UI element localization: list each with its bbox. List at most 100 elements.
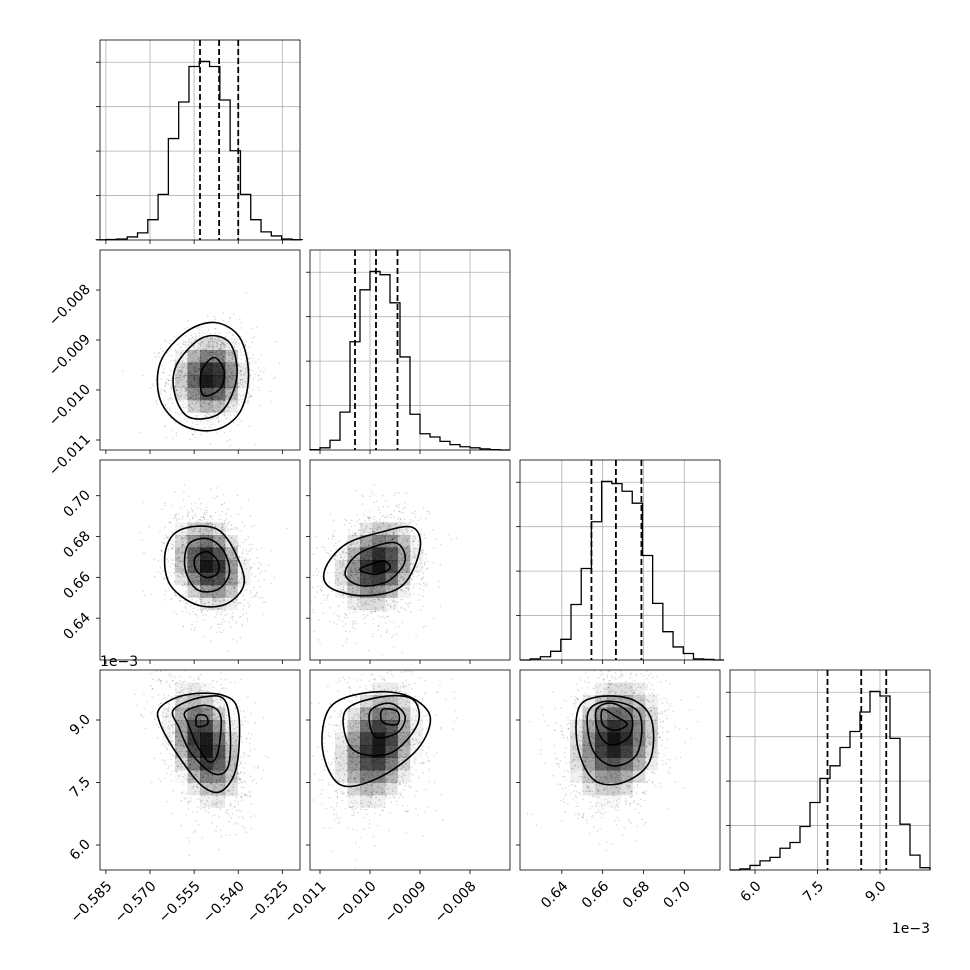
sample-point [169,369,172,371]
sample-point [185,590,187,592]
sample-point [239,370,241,372]
sample-point [348,587,351,590]
sample-point [226,776,229,778]
sample-point [166,537,169,539]
sample-point [181,379,184,381]
sample-point [411,556,414,559]
sample-point [398,492,400,494]
sample-point [406,540,409,542]
sample-point [185,535,188,537]
sample-point [425,517,427,520]
sample-point [208,604,210,607]
sample-point [218,349,221,352]
sample-point [359,542,362,545]
sample-point [312,611,315,613]
sample-point [216,336,219,339]
sample-point [205,349,207,351]
sample-point [252,588,255,590]
sample-point [388,545,390,548]
sample-point [192,517,195,520]
sample-point [386,531,389,534]
sample-point [240,366,242,368]
sample-point [183,582,186,584]
sample-point [407,587,409,589]
sample-point [230,392,232,394]
sample-point [200,585,202,588]
sample-point [373,542,375,545]
sample-point [393,646,395,648]
sample-point [231,374,234,376]
sample-point [375,500,378,502]
sample-point [417,544,419,546]
sample-point [225,678,227,681]
sample-point [350,568,352,570]
sample-point [231,352,233,354]
sample-point [426,567,429,569]
sample-point [225,371,228,373]
sample-point [229,558,231,560]
sample-point [195,521,198,523]
sample-point [198,708,201,711]
sample-point [212,587,215,590]
sample-point [319,588,322,591]
sample-point [148,526,150,528]
sample-point [180,352,182,355]
density-cell [237,560,251,573]
sample-point [236,402,238,405]
sample-point [234,361,236,363]
sample-point [420,578,423,581]
sample-point [164,424,166,427]
sample-point [183,376,186,379]
sample-point [388,588,390,591]
sample-point [227,385,229,387]
sample-point [200,342,203,344]
sample-point [415,524,418,526]
sample-point [217,400,220,403]
sample-point [195,769,198,772]
sample-point [413,575,415,578]
sample-point [389,544,391,546]
sample-point [237,364,240,367]
sample-point [166,558,168,560]
density-cell [187,535,201,548]
sample-point [225,605,228,607]
sample-point [196,420,198,422]
sample-point [383,590,385,592]
sample-point [233,539,235,541]
sample-point [180,740,182,742]
sample-point [361,503,364,505]
sample-point [182,745,185,747]
sample-point [391,538,393,540]
sample-point [209,593,211,596]
sample-point [176,708,178,710]
sample-point [417,540,420,542]
sample-point [191,515,194,518]
sample-point [238,338,240,340]
sample-point [426,510,428,512]
sample-point [228,360,230,362]
sample-point [204,529,207,531]
sample-point [174,580,177,583]
sample-point [223,421,225,424]
sample-point [197,711,200,714]
sample-point [217,337,220,339]
sample-point [412,544,415,546]
sample-point [373,483,375,486]
sample-point [190,503,193,505]
sample-point [259,561,261,564]
sample-point [217,608,219,610]
sample-point [156,680,158,682]
sample-point [254,373,257,376]
sample-point [423,562,426,565]
sample-point [192,353,194,355]
sample-point [380,540,383,542]
sample-point [184,545,186,548]
sample-point [222,355,225,358]
sample-point [225,513,228,515]
sample-point [368,520,371,522]
sample-point [215,353,218,355]
sample-point [208,402,211,405]
sample-point [179,569,181,572]
sample-point [411,579,413,581]
sample-point [393,599,395,602]
